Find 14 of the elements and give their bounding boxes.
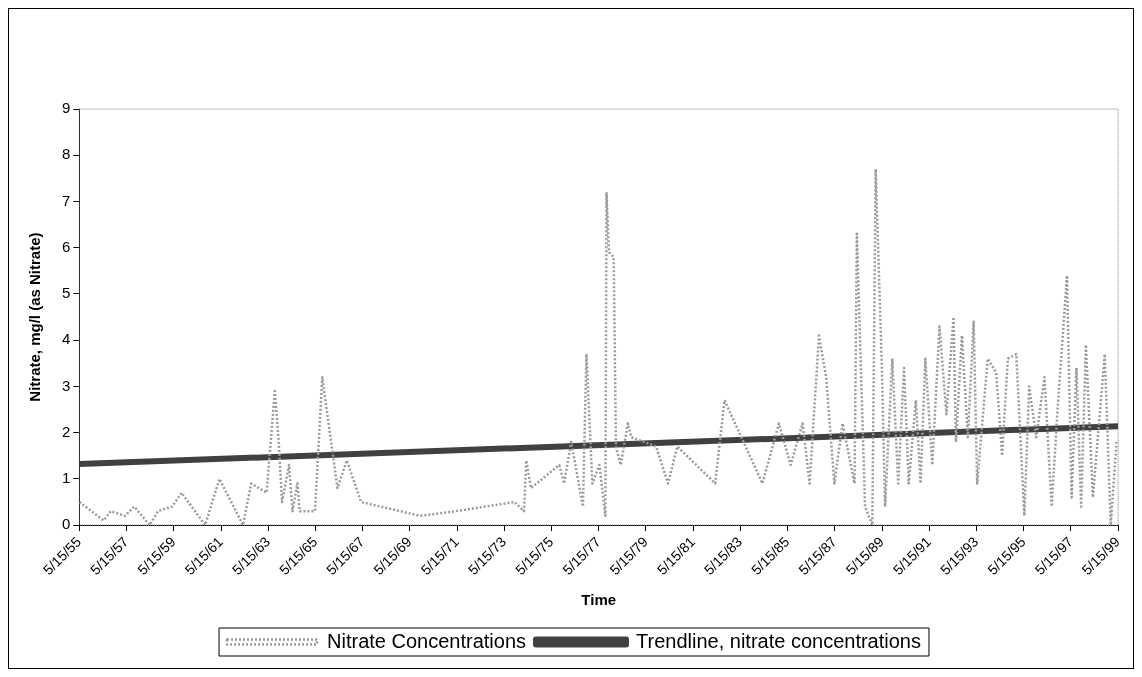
y-tick-label: 7 xyxy=(62,191,71,209)
y-axis-title: Nitrate, mg/l (as Nitrate) xyxy=(26,232,44,402)
y-tick-label: 1 xyxy=(62,469,71,486)
y-tick-label: 6 xyxy=(62,237,71,255)
y-tick-label: 2 xyxy=(62,422,71,440)
y-tick-label: 3 xyxy=(62,376,71,394)
y-tick-label: 5 xyxy=(62,284,71,302)
y-tick-label: 8 xyxy=(62,145,71,163)
y-tick-label: 9 xyxy=(62,99,71,117)
y-tick-label: 0 xyxy=(62,515,71,533)
legend-label: Nitrate Concentrations xyxy=(327,629,527,652)
x-axis-title: Time xyxy=(581,591,617,609)
y-tick-label: 4 xyxy=(62,330,71,348)
legend-label: Trendline, nitrate concentrations xyxy=(636,629,921,652)
